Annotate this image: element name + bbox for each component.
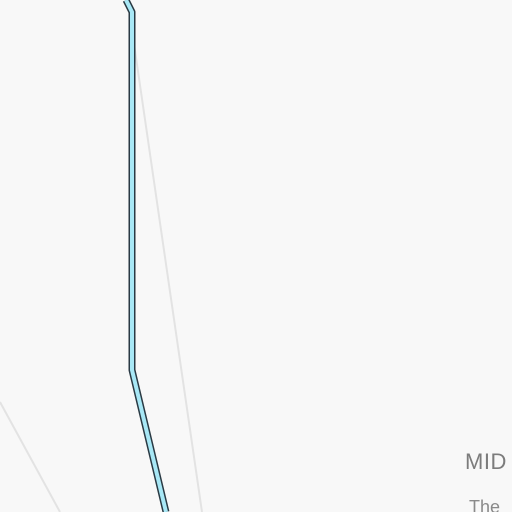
district-label: MID: [465, 449, 507, 474]
street-line: [0, 401, 61, 512]
street-line: [131, 29, 203, 512]
area-label: The: [469, 497, 501, 512]
route-line[interactable]: [124, 0, 168, 512]
